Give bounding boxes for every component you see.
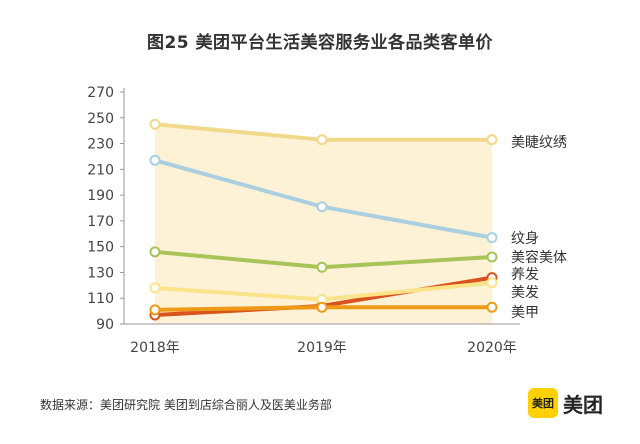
logo-badge: 美团 bbox=[528, 388, 558, 418]
y-tick-label: 270 bbox=[87, 85, 114, 101]
data-point bbox=[316, 201, 328, 213]
y-tick-label: 170 bbox=[87, 214, 114, 230]
series-label: 纹身 bbox=[511, 231, 539, 247]
y-tick-label: 250 bbox=[87, 111, 114, 127]
series-label: 养发 bbox=[511, 267, 539, 283]
data-point bbox=[149, 154, 161, 166]
series-label: 美发 bbox=[511, 285, 539, 301]
data-point bbox=[486, 134, 498, 146]
chart-title: 图25 美团平台生活美容服务业各品类客单价 bbox=[146, 33, 494, 53]
y-tick-label: 210 bbox=[87, 162, 114, 178]
logo-text: 美团 bbox=[563, 392, 603, 417]
series-label: 美睫纹绣 bbox=[511, 135, 567, 151]
y-tick-label: 150 bbox=[87, 240, 114, 256]
area-fill bbox=[155, 124, 492, 324]
data-point bbox=[316, 134, 328, 146]
y-tick-label: 90 bbox=[96, 317, 114, 333]
data-point bbox=[149, 118, 161, 130]
data-point bbox=[149, 246, 161, 258]
meituan-logo: 美团 美团 bbox=[528, 388, 603, 418]
data-point bbox=[149, 282, 161, 294]
data-point bbox=[486, 251, 498, 263]
series-label: 美甲 bbox=[511, 305, 539, 321]
data-point bbox=[486, 301, 498, 313]
y-tick-label: 190 bbox=[87, 188, 114, 204]
data-point bbox=[316, 261, 328, 273]
data-point bbox=[486, 277, 498, 289]
data-point bbox=[486, 232, 498, 244]
x-tick-label: 2019年 bbox=[297, 340, 347, 356]
y-tick-label: 110 bbox=[87, 291, 114, 307]
x-tick-label: 2018年 bbox=[130, 340, 180, 356]
x-tick-label: 2020年 bbox=[467, 340, 517, 356]
y-tick-label: 230 bbox=[87, 137, 114, 153]
data-source-note: 数据来源：美团研究院 美团到店综合丽人及医美业务部 bbox=[40, 398, 332, 412]
data-point bbox=[316, 301, 328, 313]
y-tick-label: 130 bbox=[87, 265, 114, 281]
data-point bbox=[149, 304, 161, 316]
series-label: 美容美体 bbox=[511, 249, 567, 266]
